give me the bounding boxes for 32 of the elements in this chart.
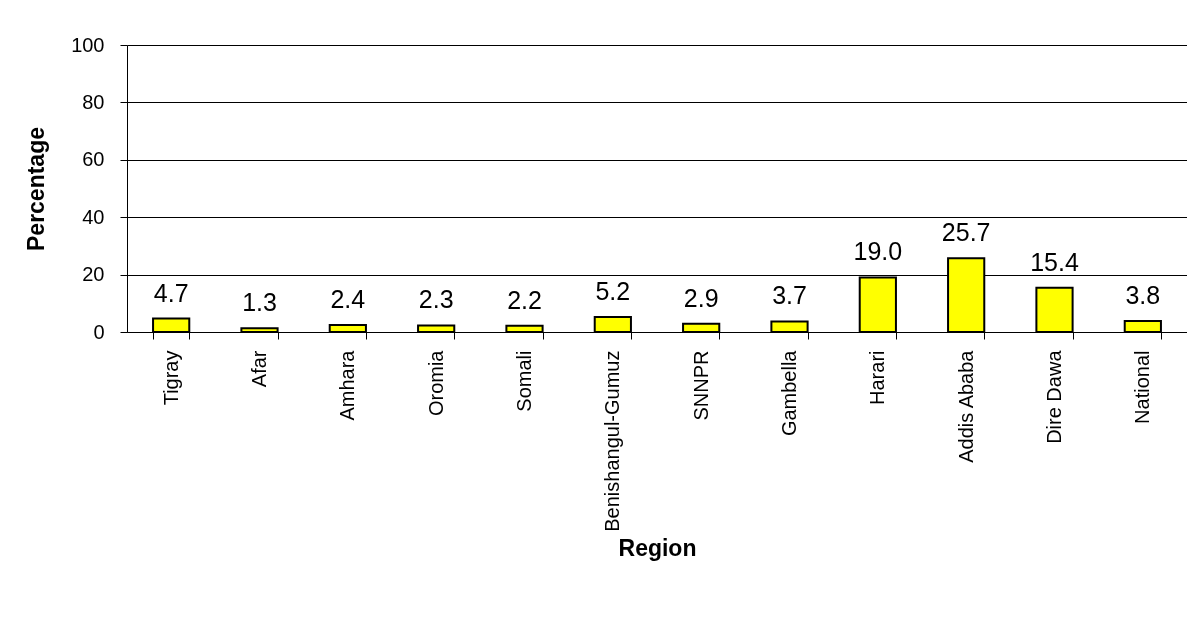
x-tick-label: Dire Dawa xyxy=(1043,349,1065,444)
x-tick-label: Harari xyxy=(866,350,889,405)
y-tick-label: 20 xyxy=(82,263,105,286)
data-label: 3.7 xyxy=(772,281,807,310)
y-tick-label: 80 xyxy=(82,90,105,113)
data-label: 2.9 xyxy=(683,283,719,312)
data-label: 4.7 xyxy=(153,278,189,307)
x-tick-label: National xyxy=(1131,350,1154,424)
data-label: 2.4 xyxy=(330,285,366,314)
y-axis-title: Percentage xyxy=(23,126,50,252)
y-tick-label: 60 xyxy=(82,148,105,171)
y-tick-label: 0 xyxy=(93,320,105,343)
x-tick-label: Afar xyxy=(248,350,270,388)
data-label: 3.8 xyxy=(1125,281,1161,310)
data-label: 15.4 xyxy=(1030,247,1079,276)
data-label: 5.2 xyxy=(595,277,631,306)
x-axis-title: Region xyxy=(618,534,697,561)
data-label: 2.2 xyxy=(507,285,542,314)
data-label: 2.3 xyxy=(418,285,454,314)
x-tick-label: Somali xyxy=(513,350,535,412)
x-tick-label: Addis Ababa xyxy=(954,349,977,463)
x-tick-label: Tigray xyxy=(159,350,182,406)
x-tick-label: Amhara xyxy=(336,349,359,421)
x-tick-label: Benishangul-Gumuz xyxy=(601,350,624,532)
y-tick-label: 40 xyxy=(82,205,105,228)
data-label: 25.7 xyxy=(941,218,991,247)
x-tick-label: SNNPR xyxy=(689,350,712,421)
x-tick-label: Gambella xyxy=(778,349,800,437)
x-tick-label: Oromia xyxy=(424,349,447,417)
data-label: 1.3 xyxy=(242,288,277,317)
data-label: 19.0 xyxy=(853,237,903,266)
y-tick-label: 100 xyxy=(71,33,105,56)
